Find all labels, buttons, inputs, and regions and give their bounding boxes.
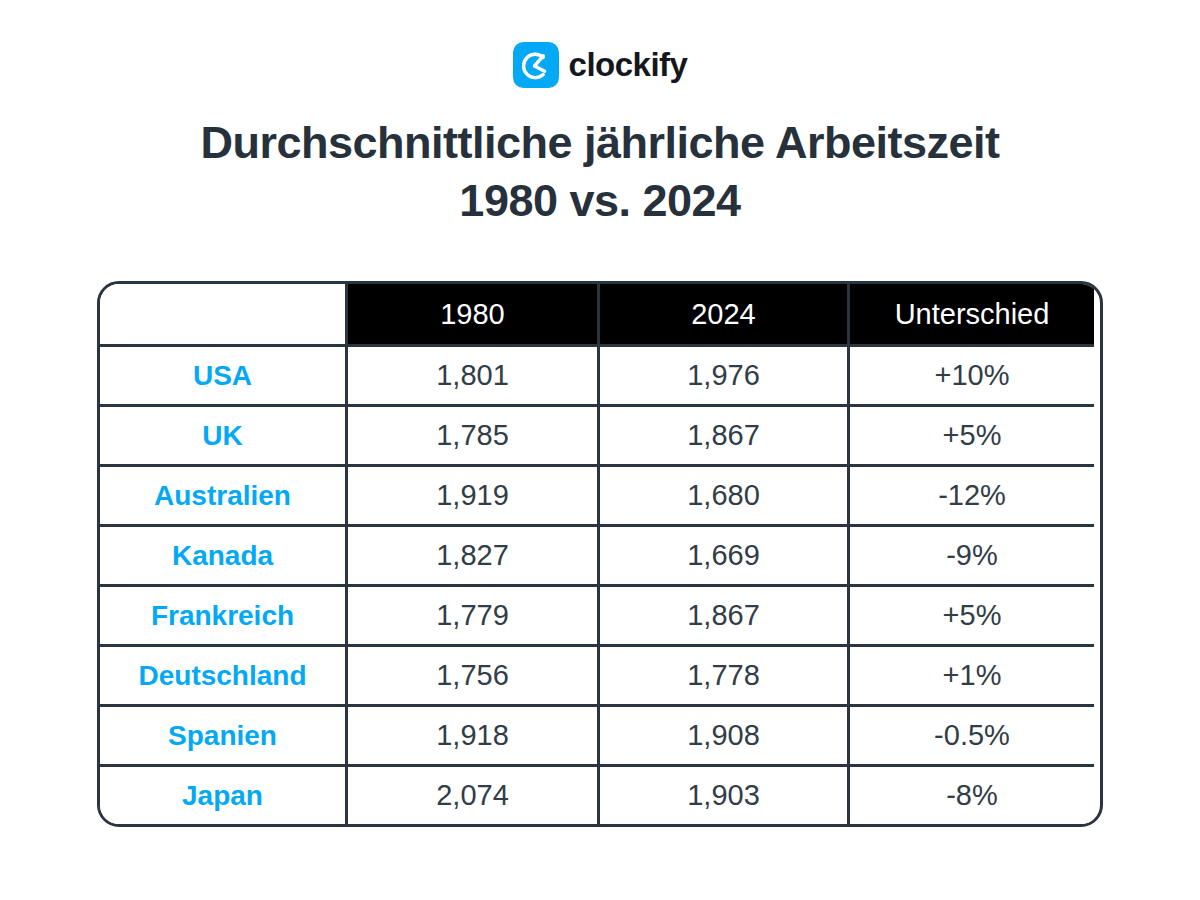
page-title-line2: 1980 vs. 2024 bbox=[459, 175, 740, 226]
page-title-line1: Durchschnittliche jährliche Arbeitszeit bbox=[200, 117, 999, 168]
header-cell-2024: 2024 bbox=[597, 284, 847, 344]
clockify-clock-icon bbox=[513, 42, 559, 88]
infographic-page: clockify Durchschnittliche jährliche Arb… bbox=[0, 0, 1200, 900]
diff-cell: -9% bbox=[847, 524, 1094, 584]
header-cell-1980: 1980 bbox=[345, 284, 597, 344]
country-cell: Frankreich bbox=[100, 584, 345, 644]
working-hours-table: 1980 2024 Unterschied USA 1,801 1,976 +1… bbox=[97, 281, 1103, 827]
header-cell-unterschied: Unterschied bbox=[847, 284, 1094, 344]
clockify-wordmark: clockify bbox=[569, 46, 688, 84]
header-cell-empty bbox=[100, 284, 345, 344]
value-2024-cell: 1,903 bbox=[597, 764, 847, 824]
value-2024-cell: 1,976 bbox=[597, 344, 847, 404]
value-2024-cell: 1,778 bbox=[597, 644, 847, 704]
value-2024-cell: 1,867 bbox=[597, 404, 847, 464]
value-1980-cell: 1,827 bbox=[345, 524, 597, 584]
country-cell: Deutschland bbox=[100, 644, 345, 704]
table-grid: 1980 2024 Unterschied USA 1,801 1,976 +1… bbox=[100, 284, 1100, 824]
value-1980-cell: 2,074 bbox=[345, 764, 597, 824]
page-title: Durchschnittliche jährliche Arbeitszeit … bbox=[0, 114, 1200, 229]
diff-cell: +1% bbox=[847, 644, 1094, 704]
value-1980-cell: 1,779 bbox=[345, 584, 597, 644]
value-2024-cell: 1,867 bbox=[597, 584, 847, 644]
country-cell: Australien bbox=[100, 464, 345, 524]
value-2024-cell: 1,669 bbox=[597, 524, 847, 584]
diff-cell: -8% bbox=[847, 764, 1094, 824]
country-cell: UK bbox=[100, 404, 345, 464]
value-1980-cell: 1,918 bbox=[345, 704, 597, 764]
clockify-logo: clockify bbox=[0, 0, 1200, 88]
diff-cell: +5% bbox=[847, 404, 1094, 464]
value-1980-cell: 1,785 bbox=[345, 404, 597, 464]
country-cell: Japan bbox=[100, 764, 345, 824]
diff-cell: +10% bbox=[847, 344, 1094, 404]
country-cell: Spanien bbox=[100, 704, 345, 764]
country-cell: USA bbox=[100, 344, 345, 404]
value-1980-cell: 1,919 bbox=[345, 464, 597, 524]
diff-cell: +5% bbox=[847, 584, 1094, 644]
value-2024-cell: 1,908 bbox=[597, 704, 847, 764]
country-cell: Kanada bbox=[100, 524, 345, 584]
diff-cell: -0.5% bbox=[847, 704, 1094, 764]
diff-cell: -12% bbox=[847, 464, 1094, 524]
value-1980-cell: 1,801 bbox=[345, 344, 597, 404]
value-1980-cell: 1,756 bbox=[345, 644, 597, 704]
value-2024-cell: 1,680 bbox=[597, 464, 847, 524]
